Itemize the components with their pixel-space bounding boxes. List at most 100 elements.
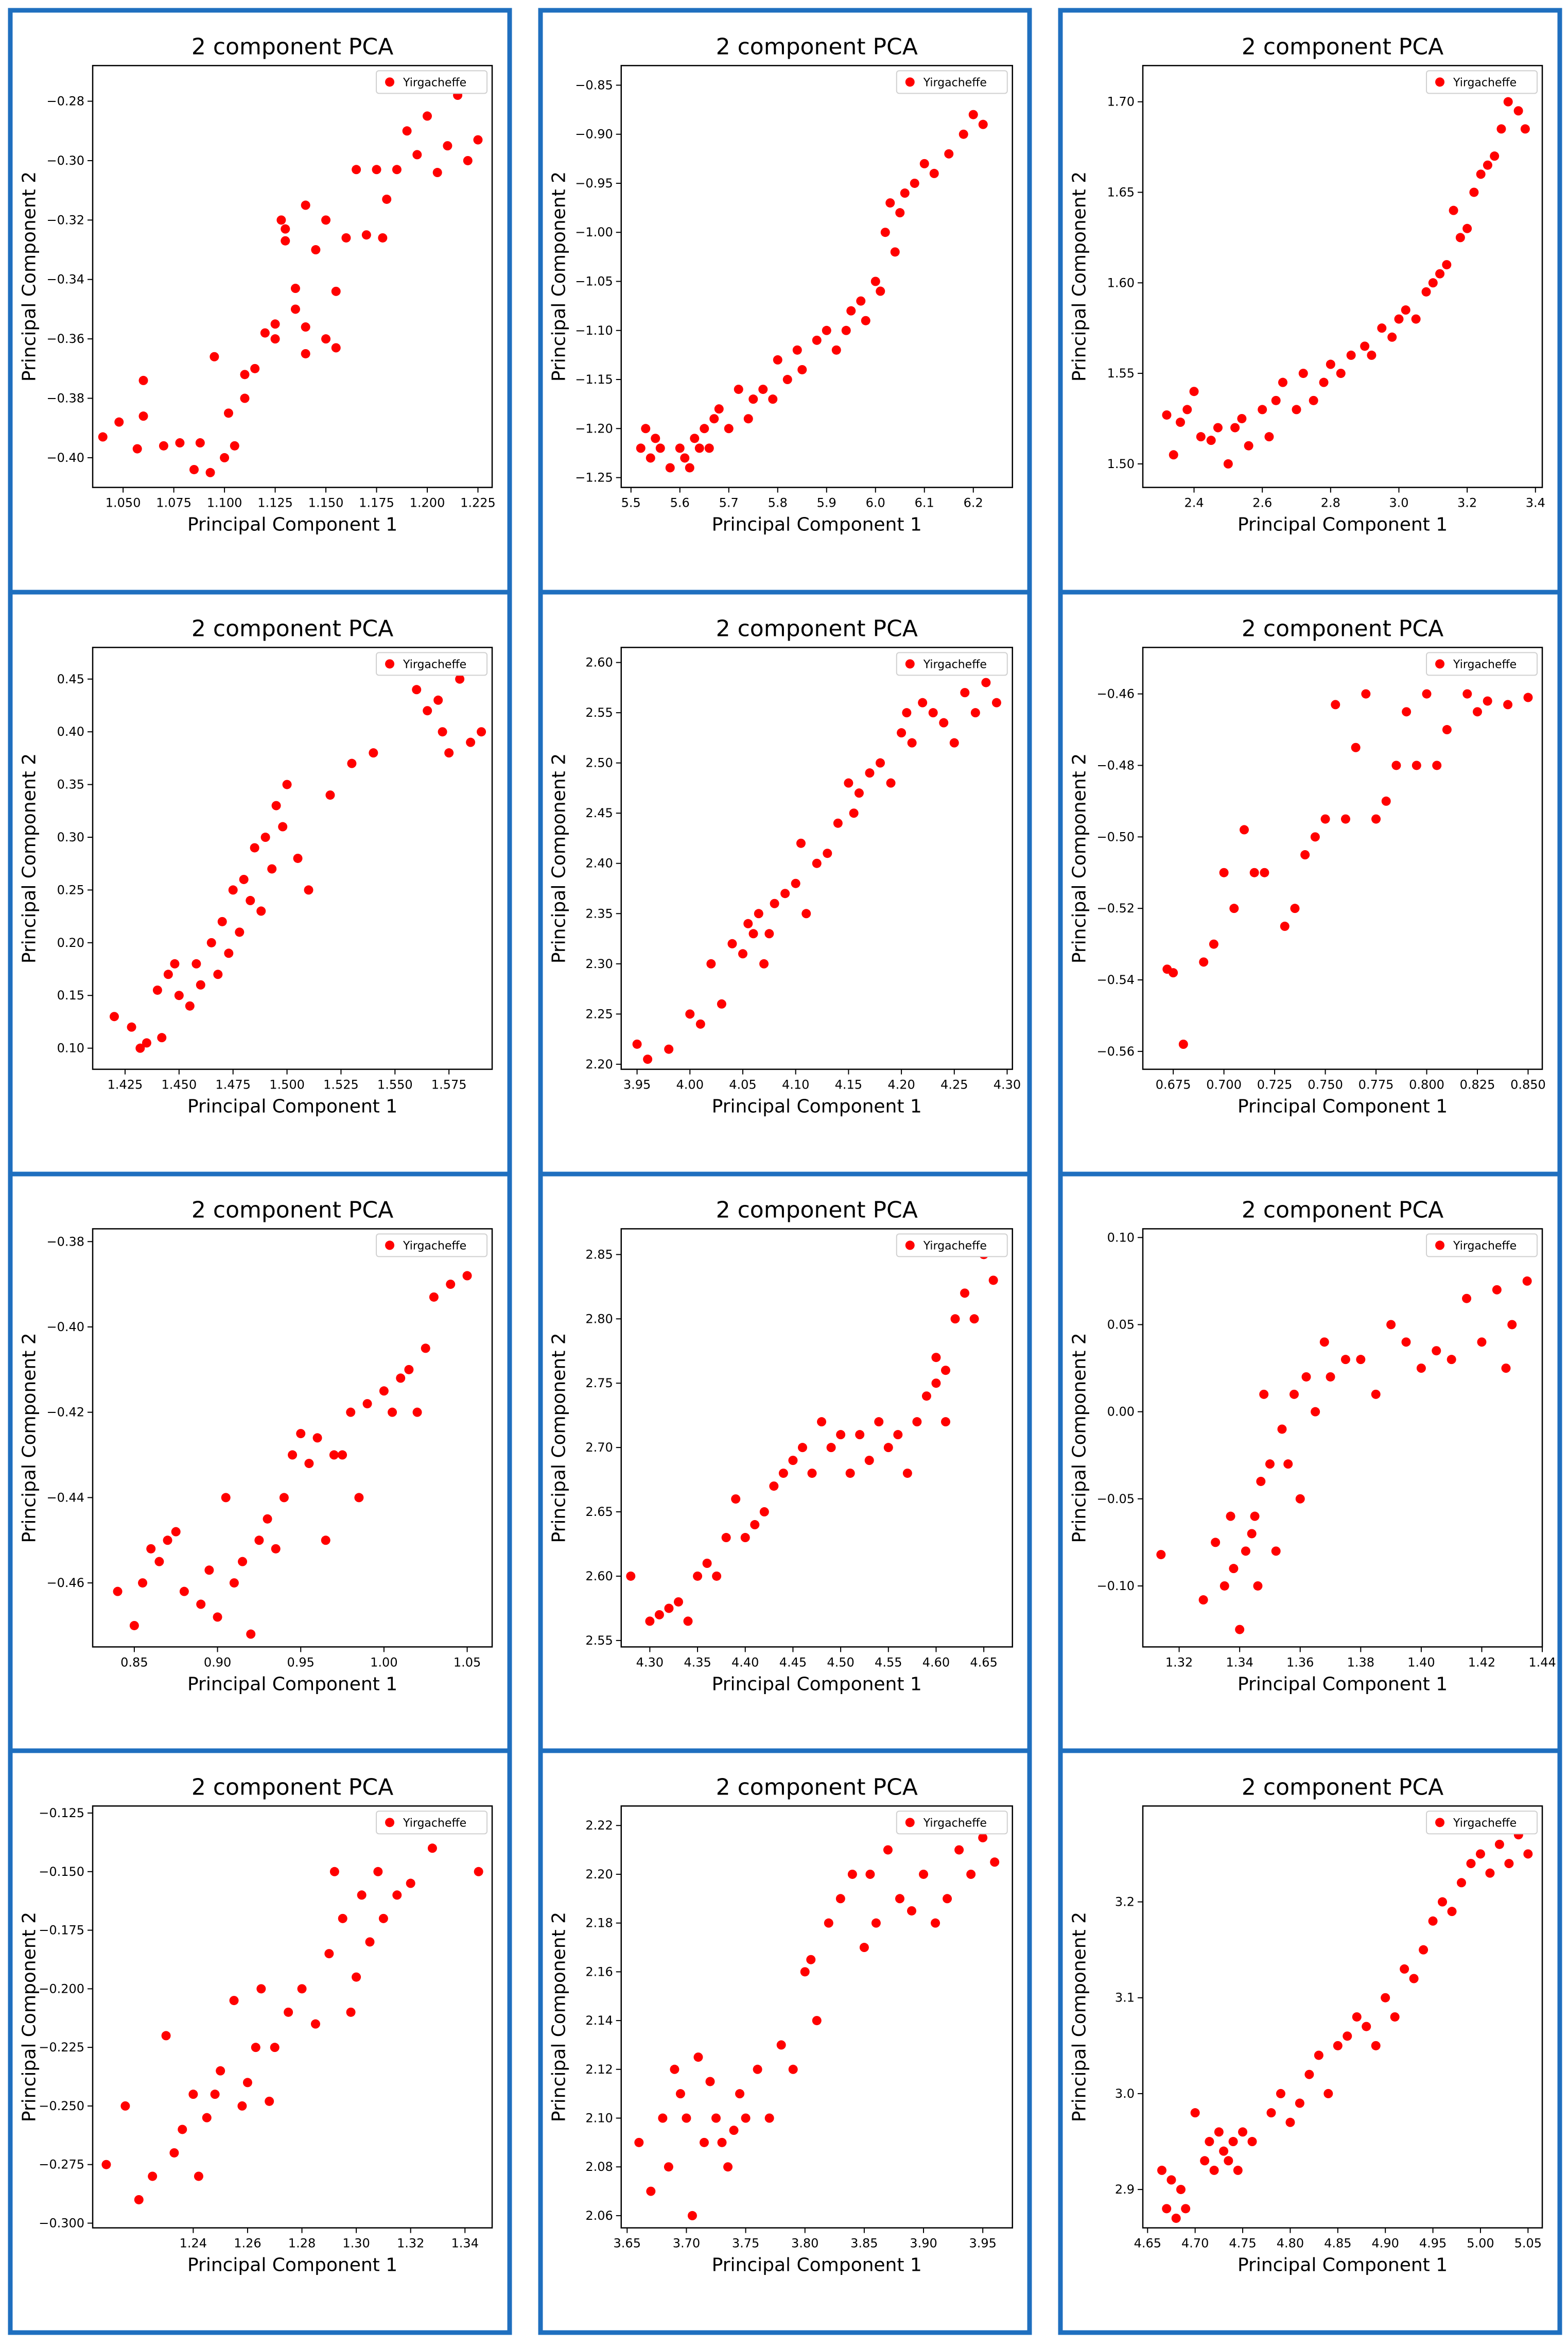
x-tick-label: 0.825 [1460,1078,1495,1092]
data-point [1265,1459,1275,1469]
data-point [240,393,250,403]
data-point [1387,332,1397,342]
chart-panel-3: 2 component PCA 2.4 2.6 2.8 3.0 3.2 3.4 1.50 1.5… [1058,8,1562,595]
data-point [1290,904,1300,913]
x-tick-label: 4.40 [731,1655,759,1669]
data-point [138,411,148,421]
x-tick-label: 2.8 [1321,496,1340,510]
data-point [412,150,422,160]
data-point [1356,1355,1366,1365]
data-point [874,1417,884,1427]
data-point [1295,2098,1304,2108]
data-point [260,833,270,842]
data-point [138,375,148,385]
data-point [897,728,907,738]
data-point [438,727,447,737]
data-point [1259,1389,1269,1399]
data-point [1503,700,1513,710]
x-tick-label: 4.20 [887,1078,915,1092]
x-tick-label: 1.34 [451,2236,479,2251]
data-point [931,1918,940,1928]
x-tick-label: 1.150 [308,496,344,510]
data-point [157,1033,167,1043]
legend-marker [385,659,395,669]
y-tick-label: −0.48 [1097,758,1135,772]
data-point [284,2007,293,2017]
y-tick-label: 3.0 [1115,2086,1135,2101]
x-tick-label: 4.30 [994,1078,1021,1092]
data-point [466,737,476,747]
data-point [812,858,822,868]
x-tick-label: 3.0 [1389,496,1408,510]
y-tick-label: 0.15 [57,988,84,1003]
data-point [1271,395,1281,405]
plot-area [1142,65,1543,488]
data-point [797,365,807,374]
data-point [939,718,949,728]
x-axis-label: Principal Component 1 [1238,514,1448,536]
y-axis-label: Principal Component 2 [549,1333,570,1543]
data-point [833,818,843,828]
data-point [921,1391,931,1401]
x-tick-label: 6.1 [915,496,934,510]
data-point [1360,341,1370,351]
data-point [929,168,939,178]
chart-title: 2 component PCA [1242,33,1443,60]
data-point [1340,1355,1350,1365]
data-point [1219,868,1229,877]
plot-area [92,1228,493,1648]
data-point [1422,689,1432,699]
data-point [1412,761,1421,770]
data-point [188,2090,198,2099]
data-point [1238,2127,1248,2137]
data-point [741,2113,751,2123]
x-tick-label: 1.26 [234,2236,261,2251]
data-point [1401,1337,1411,1347]
y-tick-label: −0.50 [1097,830,1135,844]
data-point [902,708,912,718]
data-point [1361,689,1371,699]
data-point [680,453,690,463]
data-point [240,370,250,379]
data-point [276,215,286,225]
data-point [1442,725,1452,735]
data-point [706,959,716,969]
data-point [237,2101,247,2111]
x-tick-label: 4.85 [1324,2236,1351,2251]
legend-label: Yirgacheffe [923,658,987,671]
y-axis-label: Principal Component 2 [1069,1333,1090,1543]
data-point [981,678,991,687]
chart-panel-7: 2 component PCA 0.85 0.90 0.95 1.00 1.05 −0.46… [8,1171,512,1753]
data-point [734,385,743,394]
data-point [185,1001,195,1011]
data-point [1295,1494,1305,1504]
data-point [1258,405,1267,415]
x-tick-label: 1.38 [1347,1655,1374,1669]
x-tick-label: 1.42 [1468,1655,1495,1669]
legend-box [376,1810,488,1835]
y-tick-label: −0.38 [47,391,85,406]
data-point [204,1565,214,1575]
x-tick-label: 3.2 [1457,496,1477,510]
y-tick-label: 2.12 [585,2062,613,2077]
y-tick-label: 3.1 [1115,1991,1135,2005]
data-point [462,1271,472,1281]
data-point [1319,1337,1329,1347]
data-point [871,1918,881,1928]
data-point [990,1857,1000,1867]
chart-title: 2 component PCA [1242,1774,1443,1800]
data-point [1247,1529,1257,1539]
data-point [265,2096,274,2106]
data-point [1507,1320,1517,1330]
chart-title: 2 component PCA [1242,1197,1443,1223]
data-point [98,432,108,442]
legend-marker [905,1240,915,1250]
y-tick-label: 0.10 [1107,1230,1135,1245]
y-tick-label: 2.45 [585,806,613,820]
x-tick-label: 3.90 [910,2236,937,2251]
data-point [1247,2137,1257,2147]
data-point [1298,369,1308,378]
data-point [216,2066,225,2076]
x-tick-label: 4.80 [1277,2236,1304,2251]
legend-box [1426,652,1538,676]
